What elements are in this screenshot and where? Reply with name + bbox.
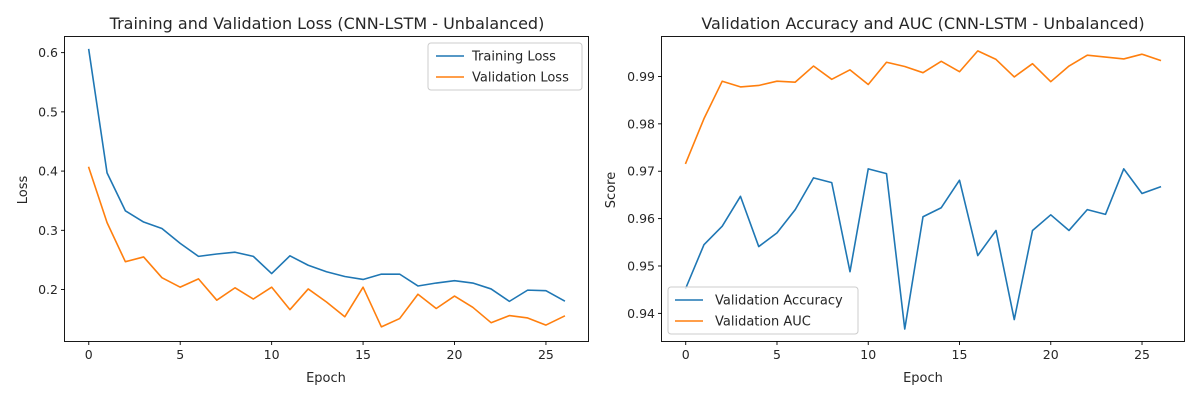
- x-tick-label: 0: [85, 347, 93, 362]
- y-tick-label: 0.94: [627, 306, 655, 321]
- y-tick-label: 0.3: [38, 223, 58, 238]
- series-line-validation-loss: [87, 166, 566, 328]
- x-tick-label: 20: [1043, 347, 1059, 362]
- x-tick-label: 25: [1134, 347, 1150, 362]
- accuracy-auc-legend-box: [667, 286, 859, 335]
- legend-label-validation-loss: Validation Loss: [472, 71, 569, 86]
- x-tick-label: 5: [773, 347, 781, 362]
- x-tick-label: 10: [860, 347, 876, 362]
- y-tick-label: 0.4: [38, 164, 58, 179]
- y-tick-label: 0.6: [38, 45, 58, 60]
- loss-legend-box: [427, 42, 583, 91]
- legend-label-training-loss: Training Loss: [471, 50, 556, 65]
- x-tick-label: 10: [264, 347, 280, 362]
- x-tick-label: 15: [952, 347, 968, 362]
- series-line-validation-accuracy: [684, 168, 1162, 330]
- series-line-training-loss: [87, 48, 566, 303]
- loss-series-lines: [87, 48, 566, 328]
- accuracy-auc-axis-ticks: 0 5 10 15 20 25 0.94 0.95 0.96 0.97 0.98 0.99: [627, 69, 1150, 362]
- accuracy-auc-legend: Validation Accuracy Validation AUC: [667, 286, 859, 335]
- x-tick-label: 5: [176, 347, 184, 362]
- y-tick-label: 0.99: [627, 69, 655, 84]
- y-tick-label: 0.95: [627, 258, 655, 273]
- series-line-validation-auc: [684, 50, 1162, 165]
- legend-label-validation-auc: Validation AUC: [715, 315, 811, 330]
- y-tick-label: 0.96: [627, 211, 655, 226]
- accuracy-auc-x-axis-label: Epoch: [903, 371, 943, 386]
- x-tick-label: 15: [355, 347, 371, 362]
- accuracy-auc-y-axis-label: Score: [604, 172, 619, 208]
- loss-x-axis-label: Epoch: [306, 371, 346, 386]
- accuracy-auc-series-lines: [684, 50, 1162, 330]
- y-tick-label: 0.98: [627, 116, 655, 131]
- loss-chart-title: Training and Validation Loss (CNN-LSTM -…: [109, 14, 545, 33]
- loss-axis-ticks: 0 5 10 15 20 25 0.2 0.3 0.4 0.5 0.6: [38, 45, 554, 362]
- legend-label-validation-accuracy: Validation Accuracy: [715, 294, 843, 309]
- x-tick-label: 20: [447, 347, 463, 362]
- accuracy-auc-chart-title: Validation Accuracy and AUC (CNN-LSTM - …: [701, 14, 1144, 33]
- y-tick-label: 0.2: [38, 282, 58, 297]
- accuracy-auc-chart: Validation Accuracy and AUC (CNN-LSTM - …: [604, 14, 1185, 386]
- loss-chart: Training and Validation Loss (CNN-LSTM -…: [16, 14, 589, 386]
- x-tick-label: 0: [682, 347, 690, 362]
- loss-legend: Training Loss Validation Loss: [427, 42, 583, 91]
- y-tick-label: 0.97: [627, 164, 655, 179]
- x-tick-label: 25: [538, 347, 554, 362]
- loss-y-axis-label: Loss: [16, 176, 31, 205]
- y-tick-label: 0.5: [38, 104, 58, 119]
